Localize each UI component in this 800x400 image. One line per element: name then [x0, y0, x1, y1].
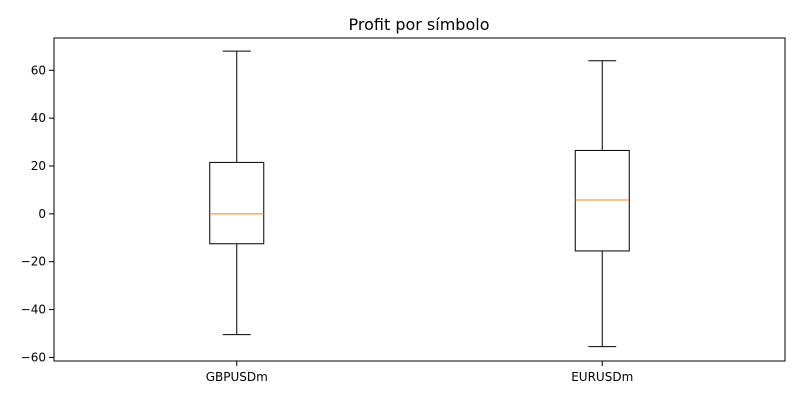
y-tick-label: −60: [21, 350, 46, 364]
box-iqr: [574, 149, 630, 252]
y-tick-label: −20: [21, 255, 46, 269]
y-tick-label: 20: [31, 159, 46, 173]
box-group: [209, 50, 630, 348]
box-iqr: [209, 161, 265, 245]
x-axis: GBPUSDm EURUSDm: [206, 361, 633, 384]
y-tick-label: −40: [21, 303, 46, 317]
x-tick-label: EURUSDm: [571, 370, 633, 384]
y-axis: −60 −40 −20 0 20 40 60: [21, 63, 54, 364]
y-tick-label: 0: [38, 207, 46, 221]
chart-title: Profit por símbolo: [349, 15, 490, 34]
y-tick-label: 40: [31, 111, 46, 125]
x-tick-label: GBPUSDm: [206, 370, 268, 384]
y-tick-label: 60: [31, 63, 46, 77]
plot-frame: [53, 37, 786, 362]
